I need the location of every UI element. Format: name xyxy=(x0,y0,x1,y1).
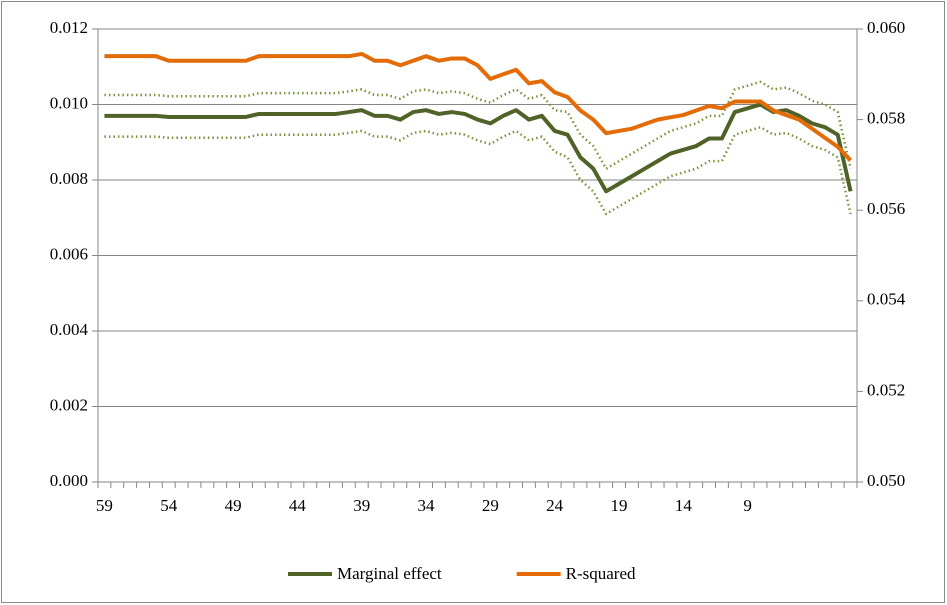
y2-tick-label: 0.052 xyxy=(867,380,905,399)
bound-line xyxy=(104,125,852,216)
y-tick-label: 0.010 xyxy=(50,93,88,112)
series-line xyxy=(104,51,853,162)
y-tick-label: 0.000 xyxy=(50,471,88,490)
x-tick-label: 34 xyxy=(418,496,436,515)
y2-tick-label: 0.056 xyxy=(867,199,905,218)
y2-tick-label: 0.054 xyxy=(867,290,906,309)
y-tick-label: 0.002 xyxy=(50,395,88,414)
series-line xyxy=(104,102,853,194)
x-tick-label: 29 xyxy=(482,496,499,515)
x-tick-label: 44 xyxy=(289,496,307,515)
x-tick-label: 19 xyxy=(611,496,628,515)
y-tick-label: 0.012 xyxy=(50,18,88,37)
y-tick-label: 0.004 xyxy=(50,320,89,339)
x-tick-label: 59 xyxy=(96,496,113,515)
y-tick-label: 0.006 xyxy=(50,244,88,263)
x-tick-label: 39 xyxy=(353,496,370,515)
x-tick-label: 49 xyxy=(225,496,242,515)
y-tick-label: 0.008 xyxy=(50,169,88,188)
x-tick-label: 24 xyxy=(546,496,564,515)
x-tick-label: 14 xyxy=(675,496,693,515)
y2-tick-label: 0.050 xyxy=(867,471,905,490)
legend-label: Marginal effect xyxy=(337,564,442,583)
x-tick-label: 9 xyxy=(743,496,752,515)
x-tick-label: 54 xyxy=(160,496,178,515)
legend-label: R-squared xyxy=(566,564,636,583)
y2-tick-label: 0.058 xyxy=(867,109,905,128)
y2-tick-label: 0.060 xyxy=(867,18,905,37)
